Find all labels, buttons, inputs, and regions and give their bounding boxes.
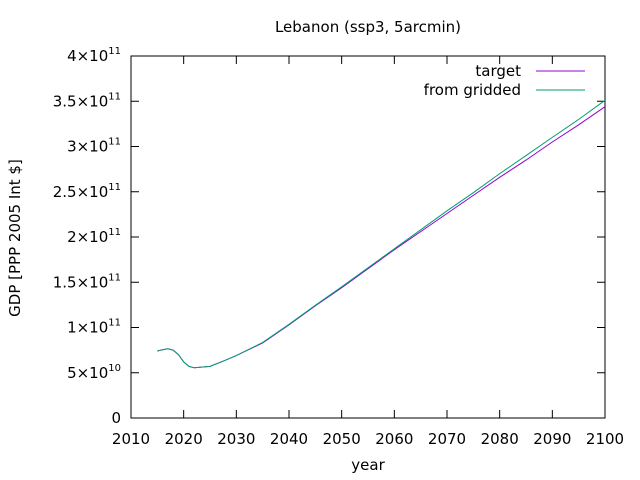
x-axis-label: year xyxy=(351,456,385,474)
legend-label: target xyxy=(475,62,521,80)
y-tick-label: 1×1011 xyxy=(67,318,121,337)
y-tick-label: 2×1011 xyxy=(67,227,121,246)
x-tick-label: 2050 xyxy=(323,430,361,448)
series-line-1 xyxy=(157,106,606,369)
x-tick-label: 2080 xyxy=(481,430,519,448)
y-axis-label: GDP [PPP 2005 Int $] xyxy=(6,159,24,317)
x-axis: 2010 2020 2030 2040 2050 2060 2070 2080 2090 2100 xyxy=(112,56,624,448)
plot-border xyxy=(130,55,606,419)
y-tick-label: 5×1010 xyxy=(67,363,121,382)
x-tick-label: 2060 xyxy=(375,430,413,448)
y-tick-label: 3.5×1011 xyxy=(53,91,121,110)
plot-frame xyxy=(130,55,606,419)
x-tick-label: 2070 xyxy=(428,430,466,448)
chart-title: Lebanon (ssp3, 5arcmin) xyxy=(275,18,461,36)
legend-label: from gridded xyxy=(424,81,521,99)
series-lines xyxy=(157,99,606,369)
y-tick-label: 4×1011 xyxy=(67,46,121,65)
y-tick-label: 2.5×1011 xyxy=(53,182,121,201)
x-tick-label: 2090 xyxy=(533,430,571,448)
x-tick-label: 2030 xyxy=(217,430,255,448)
x-tick-label: 2010 xyxy=(112,430,150,448)
y-tick-label: 0 xyxy=(111,409,121,427)
series-line-2 xyxy=(157,99,606,369)
x-tick-label: 2040 xyxy=(270,430,308,448)
y-axis: 0 5×1010 1×1011 1.5×1011 2×1011 2.5×1011 3×101… xyxy=(53,46,605,427)
y-tick-label: 1.5×1011 xyxy=(53,272,121,291)
x-tick-label: 2100 xyxy=(586,430,624,448)
x-tick-label: 2020 xyxy=(165,430,203,448)
y-tick-label: 3×1011 xyxy=(67,137,121,156)
